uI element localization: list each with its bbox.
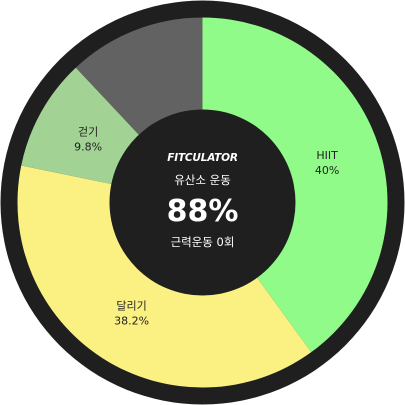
slice-name-label: HIIT: [316, 149, 338, 162]
center-disc: [109, 109, 296, 296]
slice-name-label: 걷기: [78, 126, 98, 139]
pie-slice: [202, 17, 388, 353]
strength-label: 근력운동 0회: [171, 235, 235, 249]
slice-value-label: 40%: [315, 164, 339, 177]
brand-logo: FITCULATOR: [167, 152, 238, 164]
aerobic-label: 유산소 운동: [174, 173, 231, 187]
slice-name-label: 달리기: [116, 300, 146, 313]
aerobic-percent: 88%: [167, 194, 239, 229]
slice-labels: HIIT 40% 달리기 38.2% 걷기 9.8%: [74, 126, 339, 328]
slice-value-label: 38.2%: [114, 315, 149, 328]
slice-value-label: 9.8%: [74, 141, 102, 154]
